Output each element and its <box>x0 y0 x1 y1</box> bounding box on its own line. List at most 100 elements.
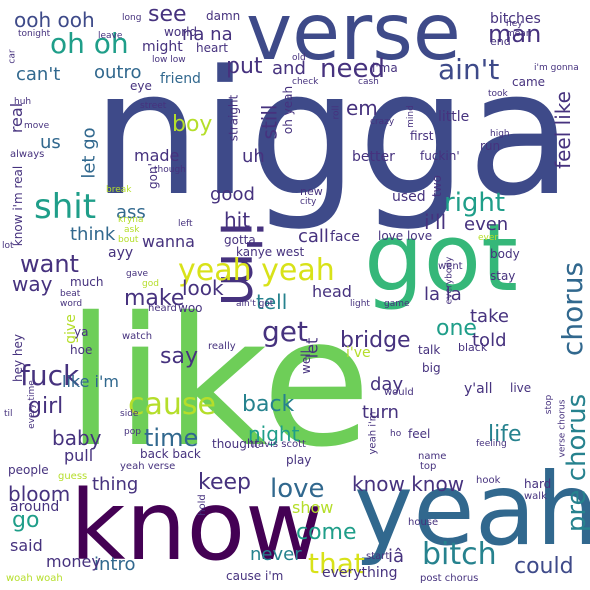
word: i've <box>346 345 371 361</box>
word: tonight <box>18 29 51 39</box>
word: baby <box>52 426 102 450</box>
word: around <box>10 499 60 515</box>
word: hoe <box>70 343 93 357</box>
word: damn <box>206 9 241 23</box>
word: right <box>444 188 506 218</box>
word: body <box>490 247 520 261</box>
word: bloom <box>8 482 71 506</box>
word: nigga <box>92 33 573 234</box>
word: high <box>490 129 510 139</box>
word: know know <box>352 472 465 496</box>
word: ya <box>74 325 89 339</box>
word: car <box>7 49 18 64</box>
word: see <box>148 2 187 27</box>
word: show <box>292 498 334 517</box>
word: house <box>408 517 439 528</box>
word: make <box>124 286 185 311</box>
word: first <box>410 129 434 143</box>
word: game <box>384 299 410 309</box>
word: yeah verse <box>120 461 176 472</box>
word: stay <box>490 269 516 283</box>
word: street <box>140 101 167 111</box>
word: cash <box>358 77 379 87</box>
word: head <box>312 282 352 301</box>
word: though <box>154 165 186 175</box>
word: shit <box>34 187 97 227</box>
word: thing <box>92 474 139 495</box>
word: came <box>512 75 546 89</box>
word: girl <box>28 394 64 419</box>
word: new <box>300 185 323 198</box>
word: come <box>296 520 357 545</box>
word: ho <box>390 429 402 439</box>
word: check <box>292 77 319 87</box>
word: left <box>178 219 193 229</box>
word: top <box>420 461 437 472</box>
word: ooh ooh <box>14 8 95 32</box>
word: let go <box>78 127 100 179</box>
word: way <box>12 272 53 296</box>
word: uh <box>242 146 265 167</box>
word: pre chorus <box>562 393 590 533</box>
word: like i'm <box>62 372 119 391</box>
word: might <box>142 39 183 55</box>
word: feel <box>408 427 431 441</box>
word: i'ma <box>372 61 398 75</box>
word: old <box>292 53 306 63</box>
word: tell <box>256 290 288 314</box>
word: ask <box>124 225 140 235</box>
word: side <box>120 409 139 419</box>
word: long <box>122 13 142 23</box>
word: money <box>46 552 101 571</box>
word: em <box>346 96 378 120</box>
word: always <box>10 149 45 160</box>
word: much <box>70 275 104 289</box>
word: that <box>308 547 365 580</box>
word: friend <box>160 71 201 87</box>
word: time <box>144 424 199 452</box>
word: play <box>286 453 312 467</box>
word: live <box>510 381 532 395</box>
word: pull <box>64 446 94 465</box>
word: love <box>270 474 325 504</box>
word: took <box>488 89 508 99</box>
word: yeah yeah <box>178 253 335 288</box>
word: bitch <box>422 537 497 572</box>
word: i'm gonna <box>534 63 579 73</box>
word: two <box>429 175 444 197</box>
word: yeah i'm <box>367 411 379 455</box>
word: big <box>422 361 441 375</box>
word: chorus <box>556 261 590 357</box>
word: crazy <box>370 117 395 127</box>
word: roll <box>331 105 342 120</box>
word: need <box>320 54 385 84</box>
word: hook <box>476 475 501 486</box>
word: man <box>488 20 542 48</box>
word: guess <box>58 471 88 482</box>
word: walk <box>524 491 547 502</box>
word: oh yeah <box>281 85 296 135</box>
word: little <box>438 109 470 125</box>
word: eye <box>130 79 152 93</box>
word: people <box>8 463 49 477</box>
word: la la <box>424 284 462 305</box>
word: run <box>480 139 501 153</box>
word: gotta <box>224 233 256 247</box>
word: got <box>364 204 519 313</box>
word: move <box>24 121 50 131</box>
word: cause i'm <box>226 569 284 583</box>
word: pop <box>124 427 141 437</box>
word: end <box>490 35 511 48</box>
word: real <box>7 102 27 134</box>
word: heart <box>196 41 228 55</box>
word: bridge <box>340 328 411 353</box>
word: mind <box>405 105 416 128</box>
word: wanna <box>142 232 195 251</box>
word: every time <box>26 380 37 429</box>
word: one <box>436 316 477 341</box>
word: love love <box>378 229 433 243</box>
word: watch <box>122 331 153 342</box>
word: take <box>470 306 509 327</box>
word: low low <box>152 55 186 65</box>
